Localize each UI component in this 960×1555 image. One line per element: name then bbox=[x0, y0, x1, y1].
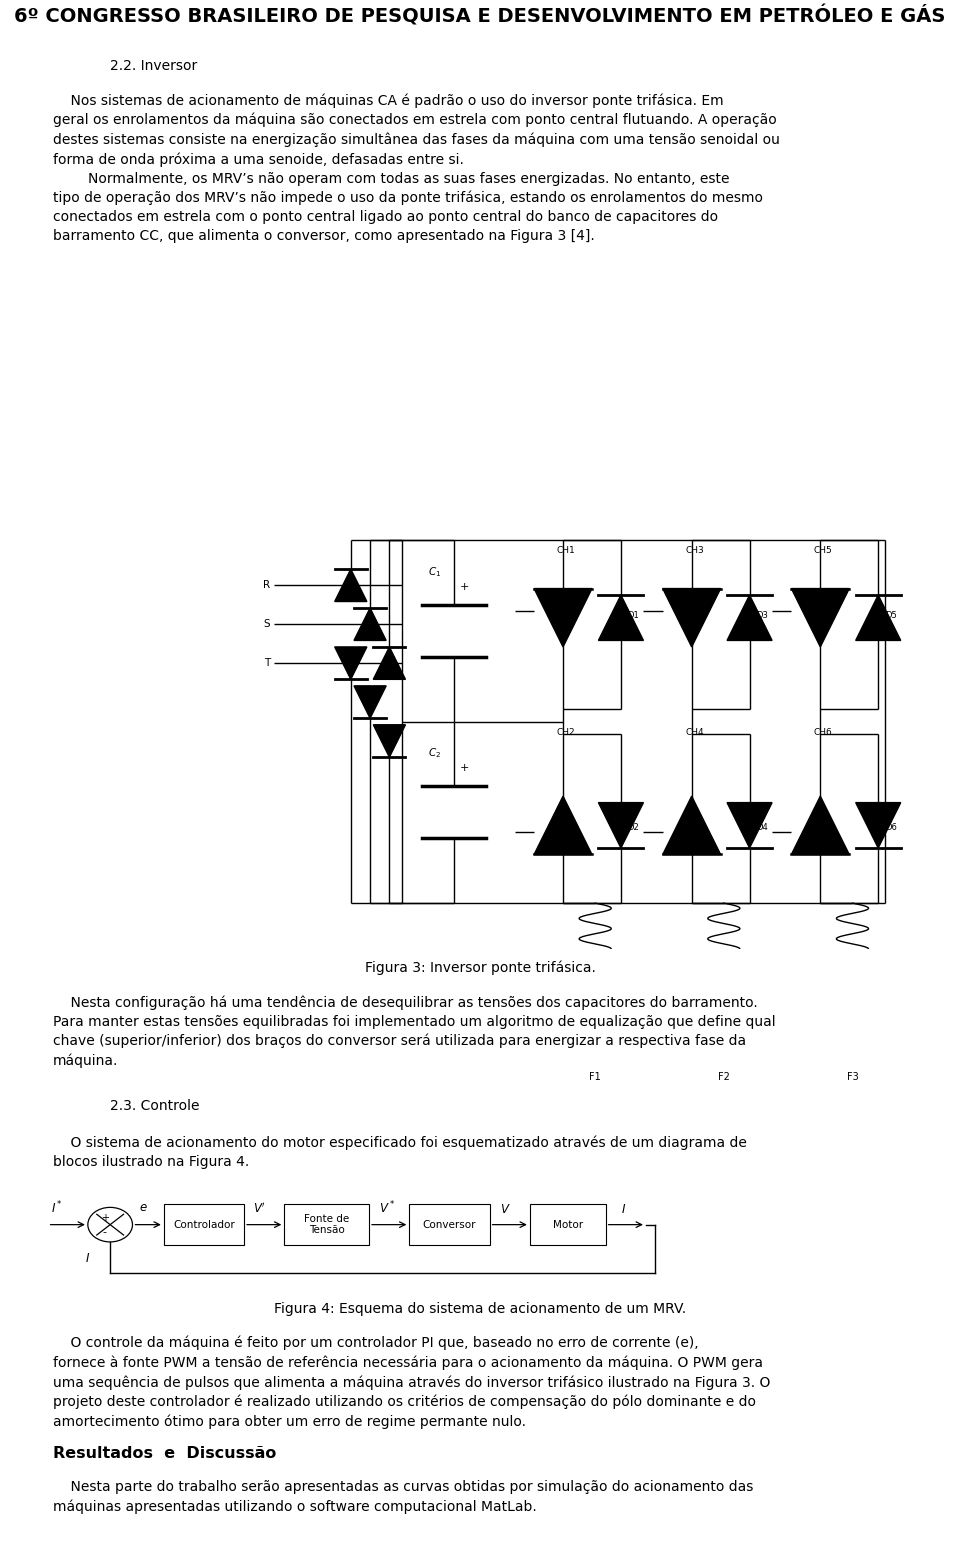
Bar bbox=[164, 1204, 244, 1246]
Bar bbox=[409, 1204, 490, 1246]
Text: Nos sistemas de acionamento de máquinas CA é padrão o uso do inversor ponte trif: Nos sistemas de acionamento de máquinas … bbox=[53, 93, 780, 243]
Text: D4: D4 bbox=[756, 823, 768, 832]
Text: Nesta configuração há uma tendência de desequilibrar as tensões dos capacitores : Nesta configuração há uma tendência de d… bbox=[53, 995, 776, 1068]
Text: D6: D6 bbox=[884, 823, 897, 832]
Bar bbox=[530, 1204, 606, 1246]
Text: D1: D1 bbox=[627, 611, 639, 620]
Polygon shape bbox=[335, 569, 367, 602]
Text: +: + bbox=[460, 764, 469, 773]
Text: O controle da máquina é feito por um controlador PI que, baseado no erro de corr: O controle da máquina é feito por um con… bbox=[53, 1336, 770, 1429]
Circle shape bbox=[88, 1207, 132, 1242]
Text: CH5: CH5 bbox=[814, 546, 832, 555]
Text: CH3: CH3 bbox=[685, 546, 704, 555]
Text: F1: F1 bbox=[589, 1071, 601, 1082]
Text: $V'$: $V'$ bbox=[252, 1202, 266, 1216]
Polygon shape bbox=[662, 796, 721, 855]
Polygon shape bbox=[727, 802, 772, 847]
Text: F3: F3 bbox=[847, 1071, 858, 1082]
Text: Resultados  e  Discussão: Resultados e Discussão bbox=[53, 1446, 276, 1462]
Bar bbox=[284, 1204, 369, 1246]
Text: $C_2$: $C_2$ bbox=[428, 746, 441, 760]
Polygon shape bbox=[791, 588, 850, 647]
Text: CH4: CH4 bbox=[685, 728, 704, 737]
Text: 6º CONGRESSO BRASILEIRO DE PESQUISA E DESENVOLVIMENTO EM PETRÓLEO E GÁS: 6º CONGRESSO BRASILEIRO DE PESQUISA E DE… bbox=[14, 5, 946, 26]
Text: $I$: $I$ bbox=[85, 1252, 90, 1264]
Text: R: R bbox=[263, 580, 271, 591]
Text: Figura 3: Inversor ponte trifásica.: Figura 3: Inversor ponte trifásica. bbox=[365, 961, 595, 975]
Text: D5: D5 bbox=[884, 611, 897, 620]
Text: CH1: CH1 bbox=[557, 546, 575, 555]
Text: $C_1$: $C_1$ bbox=[427, 564, 441, 578]
Text: Conversor: Conversor bbox=[422, 1219, 476, 1230]
Text: D3: D3 bbox=[756, 611, 768, 620]
Text: 2.3. Controle: 2.3. Controle bbox=[110, 1099, 200, 1113]
Text: $I$: $I$ bbox=[621, 1204, 626, 1216]
Polygon shape bbox=[534, 796, 592, 855]
Text: Nesta parte do trabalho serão apresentadas as curvas obtidas por simulação do ac: Nesta parte do trabalho serão apresentad… bbox=[53, 1480, 754, 1515]
Polygon shape bbox=[373, 647, 405, 680]
Text: $V$: $V$ bbox=[500, 1204, 511, 1216]
Polygon shape bbox=[598, 802, 643, 847]
Polygon shape bbox=[727, 596, 772, 641]
Text: $I^*$: $I^*$ bbox=[51, 1200, 62, 1216]
Polygon shape bbox=[855, 596, 900, 641]
Polygon shape bbox=[791, 796, 850, 855]
Polygon shape bbox=[662, 588, 721, 647]
Text: CH6: CH6 bbox=[814, 728, 832, 737]
Text: Tensão: Tensão bbox=[309, 1225, 345, 1235]
Text: Controlador: Controlador bbox=[173, 1219, 235, 1230]
Text: Fonte de: Fonte de bbox=[304, 1214, 349, 1224]
Polygon shape bbox=[354, 686, 386, 718]
Text: S: S bbox=[264, 619, 271, 630]
Text: +: + bbox=[101, 1213, 108, 1224]
Text: F2: F2 bbox=[718, 1071, 730, 1082]
Text: 2.2. Inversor: 2.2. Inversor bbox=[110, 59, 198, 73]
Polygon shape bbox=[335, 647, 367, 680]
Polygon shape bbox=[855, 802, 900, 847]
Text: +: + bbox=[460, 582, 469, 592]
Polygon shape bbox=[354, 608, 386, 641]
Text: T: T bbox=[264, 658, 271, 669]
Text: -: - bbox=[103, 1227, 107, 1238]
Text: CH2: CH2 bbox=[557, 728, 575, 737]
Text: Motor: Motor bbox=[553, 1219, 583, 1230]
Text: D2: D2 bbox=[627, 823, 639, 832]
Polygon shape bbox=[534, 588, 592, 647]
Text: e: e bbox=[139, 1202, 147, 1214]
Text: Figura 4: Esquema do sistema de acionamento de um MRV.: Figura 4: Esquema do sistema de acioname… bbox=[274, 1302, 686, 1316]
Text: $V^*$: $V^*$ bbox=[378, 1200, 396, 1216]
Polygon shape bbox=[373, 725, 405, 757]
Text: O sistema de acionamento do motor especificado foi esquematizado através de um d: O sistema de acionamento do motor especi… bbox=[53, 1135, 747, 1169]
Polygon shape bbox=[598, 596, 643, 641]
